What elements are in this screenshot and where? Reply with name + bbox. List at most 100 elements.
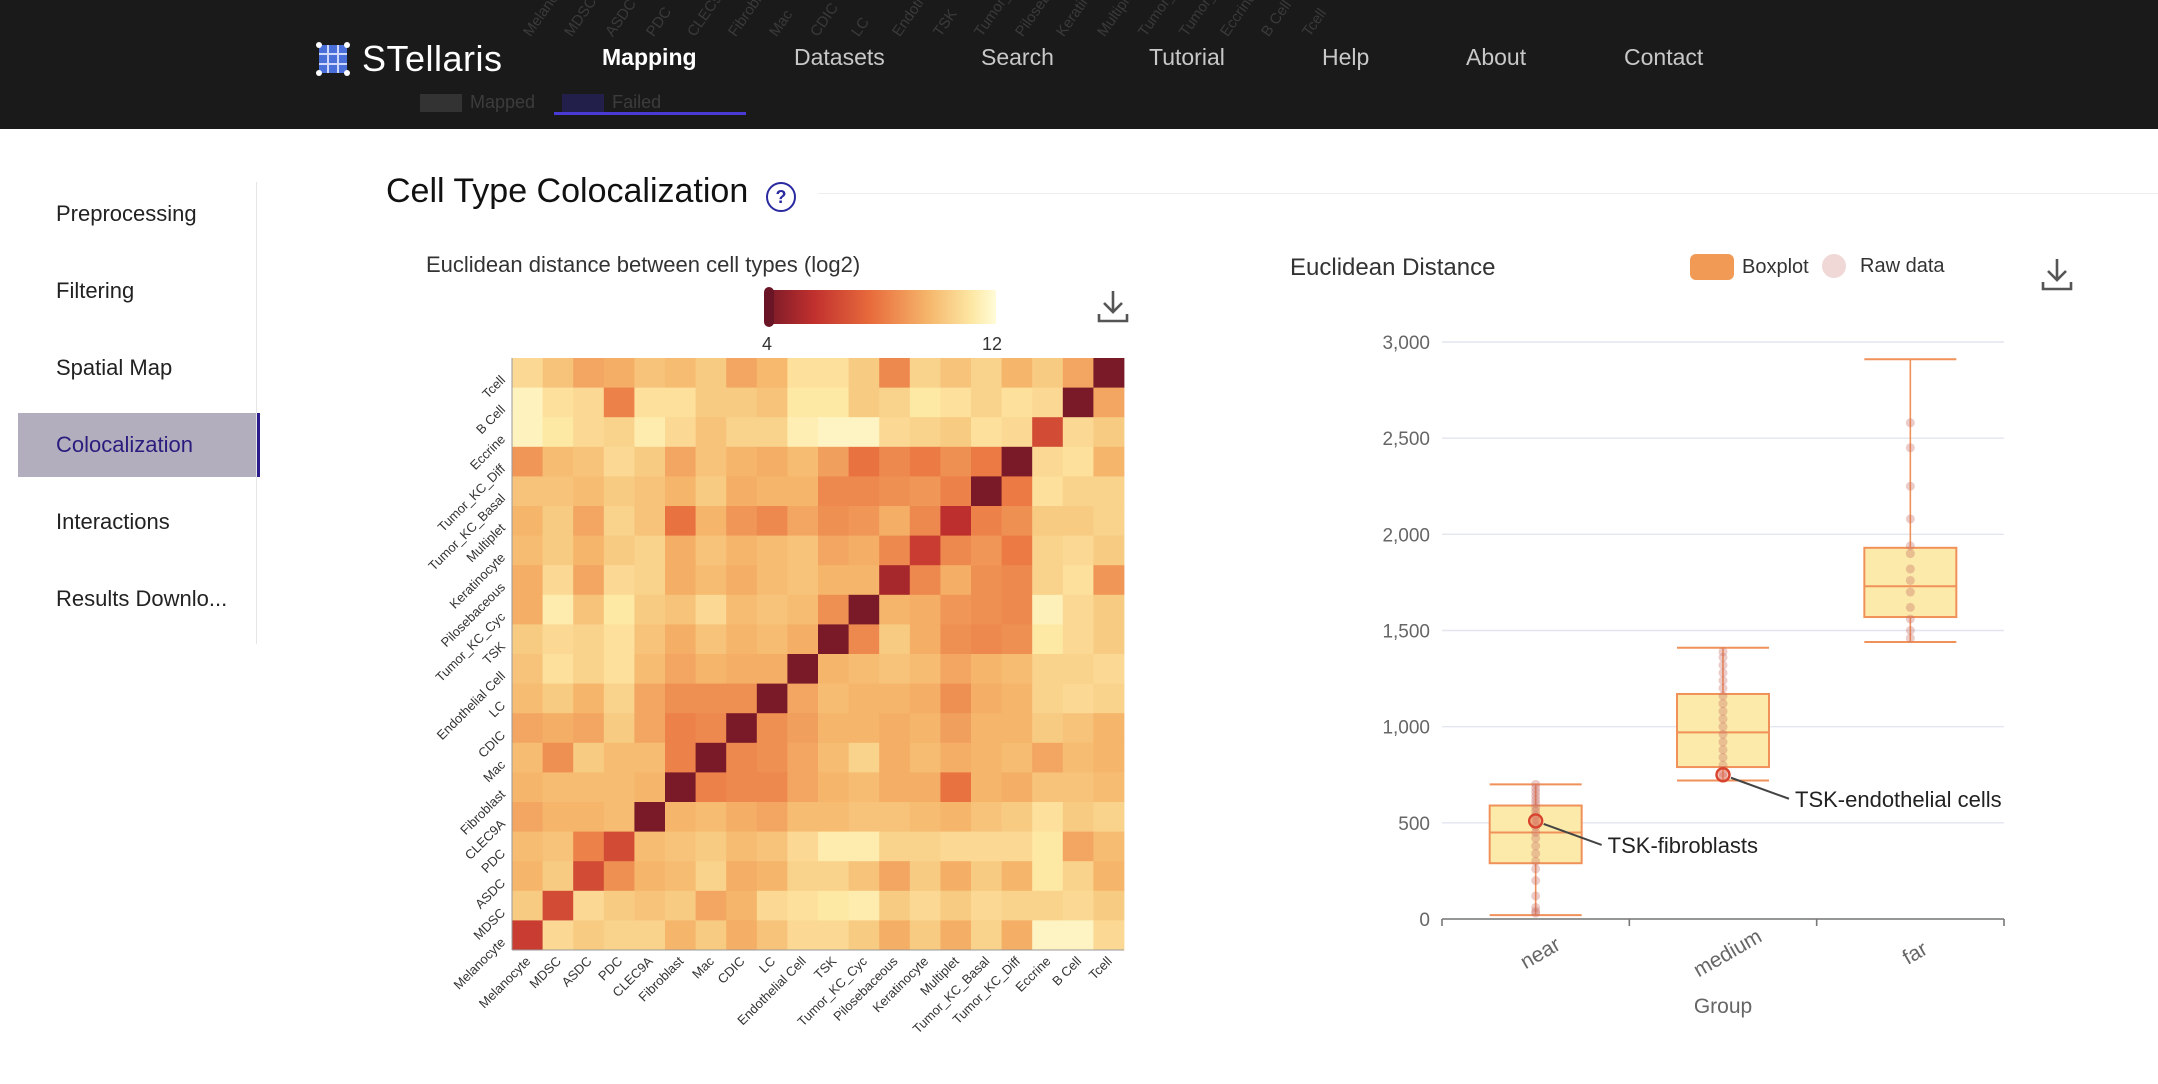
- heatmap-cell-lc-melanocyte: [512, 683, 543, 714]
- heatmap-cell-multiplet-eccrine: [1032, 506, 1064, 536]
- heatmap-cell-pdc-multiplet: [940, 831, 972, 862]
- heatmap-cell-mac-pilosebaceous: [879, 742, 911, 773]
- heatmap-cell-mdsc-multiplet: [940, 890, 972, 921]
- boxplot-box-medium: [1676, 692, 1770, 769]
- ghost-label-mac: Mac: [766, 6, 797, 40]
- heatmap-cell-cdic-eccrine: [1032, 713, 1064, 744]
- app-logo[interactable]: STellaris: [316, 38, 503, 80]
- heatmap-cell-melanocyte-lc: [756, 920, 788, 951]
- heatmap-cell-cdic-asdc: [573, 713, 605, 744]
- heatmap-cell-cdic-tumor-kc-basal: [971, 713, 1002, 744]
- heatmap-cell-multiplet-tsk: [818, 506, 849, 536]
- heatmap-cell-fibroblast-mdsc: [542, 772, 574, 803]
- legend-raw-data[interactable]: Raw data: [1822, 254, 1945, 278]
- heatmap-cell-tsk-clec9a: [634, 624, 666, 655]
- heatmap-cell-tumor-kc-cyc-mac: [695, 594, 727, 625]
- raw-point-medium-6: [1718, 729, 1728, 739]
- raw-point-medium-14: [1718, 668, 1728, 678]
- sidebar-item-interactions[interactable]: Interactions: [56, 509, 170, 534]
- help-icon[interactable]: ?: [766, 182, 796, 212]
- raw-point-medium-16: [1718, 652, 1728, 662]
- nav-about[interactable]: About: [1466, 44, 1527, 70]
- heatmap-cell-mdsc-tumor-kc-diff: [1001, 890, 1033, 921]
- heatmap-cell-tsk-tumor-kc-basal: [971, 624, 1002, 655]
- heatmap-cell-multiplet-mdsc: [542, 506, 574, 536]
- color-scale-handle[interactable]: [764, 287, 774, 327]
- nav-mapping[interactable]: Mapping: [602, 44, 697, 70]
- heatmap-cell-b-cell-b-cell: [1062, 387, 1094, 418]
- heatmap-cell-endothelial-cell-lc: [756, 654, 788, 684]
- heatmap-cell-clec9a-endothelial-cell: [787, 802, 819, 832]
- heatmap-cell-lc-multiplet: [940, 683, 972, 714]
- heatmap-cell-tumor-kc-diff-fibroblast: [665, 446, 696, 477]
- heatmap-download-icon[interactable]: [1096, 288, 1130, 324]
- nav-contact[interactable]: Contact: [1624, 44, 1704, 70]
- heatmap-cell-lc-tumor-kc-basal: [971, 683, 1002, 714]
- heatmap-cell-tumor-kc-diff-asdc: [573, 446, 605, 477]
- raw-point-medium-12: [1718, 683, 1728, 693]
- page-title: Cell Type Colocalization: [386, 172, 749, 210]
- heatmap-cell-tcell-clec9a: [634, 358, 666, 388]
- heatmap-cell-tcell-mdsc: [542, 358, 574, 388]
- sidebar-item-filtering[interactable]: Filtering: [56, 278, 135, 303]
- sidebar-item-preprocessing[interactable]: Preprocessing: [56, 201, 197, 226]
- boxplot-y-tick-0: 0: [1419, 910, 1430, 931]
- heatmap-cell-tcell-endothelial-cell: [787, 358, 819, 388]
- heatmap-cell-asdc-pdc: [603, 861, 635, 892]
- nav-help[interactable]: Help: [1322, 44, 1370, 70]
- heatmap-cell-melanocyte-mac: [695, 920, 727, 951]
- heatmap-cell-tsk-mdsc: [542, 624, 574, 655]
- heatmap-cell-mac-fibroblast: [665, 742, 696, 773]
- heatmap-cell-tsk-tumor-kc-diff: [1001, 624, 1033, 655]
- heatmap-x-label-asdc: ASDC: [558, 954, 594, 990]
- heatmap-cell-pilosebaceous-lc: [756, 565, 788, 596]
- heatmap-cell-fibroblast-endothelial-cell: [787, 772, 819, 803]
- heatmap-cell-tumor-kc-cyc-tumor-kc-diff: [1001, 594, 1033, 625]
- legend-raw-data-label: Raw data: [1860, 254, 1945, 277]
- heatmap-cell-tumor-kc-cyc-mdsc: [542, 594, 574, 625]
- heatmap-cell-b-cell-endothelial-cell: [787, 387, 819, 418]
- heatmap-cell-clec9a-melanocyte: [512, 802, 543, 832]
- sidebar-item-colocalization[interactable]: Colocalization: [18, 413, 260, 477]
- raw-point-far-2: [1905, 614, 1915, 624]
- raw-point-medium-2: [1718, 760, 1728, 770]
- legend-boxplot-label: Boxplot: [1742, 255, 1809, 278]
- raw-point-far-12: [1905, 418, 1915, 428]
- heatmap-cell-mac-asdc: [573, 742, 605, 773]
- heatmap-cell-multiplet-tumor-kc-cyc: [848, 506, 880, 536]
- ghost-label-fibroblast: Fibroblast: [725, 0, 777, 40]
- sidebar-item-results-download[interactable]: Results Downlo...: [56, 586, 228, 611]
- raw-point-medium-4: [1718, 745, 1728, 755]
- heatmap-cell-fibroblast-asdc: [573, 772, 605, 803]
- heatmap-cell-lc-pdc: [603, 683, 635, 714]
- raw-point-near-12: [1531, 818, 1541, 828]
- heatmap-cell-lc-lc: [756, 683, 788, 714]
- heatmap-cell-asdc-lc: [756, 861, 788, 892]
- heatmap-cell-keratinocyte-pilosebaceous: [879, 535, 911, 566]
- heatmap-cell-melanocyte-tcell: [1093, 920, 1125, 951]
- heatmap-cell-pdc-endothelial-cell: [787, 831, 819, 862]
- heatmap-cell-eccrine-pilosebaceous: [879, 417, 911, 448]
- legend-boxplot[interactable]: Boxplot: [1690, 254, 1809, 280]
- nav-search[interactable]: Search: [981, 44, 1054, 70]
- heatmap-cell-tsk-melanocyte: [512, 624, 543, 655]
- raw-point-near-7: [1531, 849, 1541, 859]
- heatmap-cell-mdsc-clec9a: [634, 890, 666, 921]
- heatmap-cell-melanocyte-tumor-kc-diff: [1001, 920, 1033, 951]
- heatmap-cell-clec9a-fibroblast: [665, 802, 696, 832]
- sidebar-item-spatial-map[interactable]: Spatial Map: [56, 355, 173, 380]
- heatmap-cell-mdsc-melanocyte: [512, 890, 543, 921]
- nav-datasets[interactable]: Datasets: [794, 44, 885, 70]
- heatmap-cell-tumor-kc-basal-lc: [756, 476, 788, 507]
- heatmap-cell-asdc-tumor-kc-diff: [1001, 861, 1033, 892]
- raw-point-near-9: [1531, 833, 1541, 843]
- heatmap-cell-eccrine-multiplet: [940, 417, 972, 448]
- heatmap-cell-tsk-tumor-kc-cyc: [848, 624, 880, 655]
- heatmap-cell-mac-clec9a: [634, 742, 666, 773]
- heatmap-cell-fibroblast-keratinocyte: [909, 772, 941, 803]
- heatmap-cell-b-cell-tumor-kc-cyc: [848, 387, 880, 418]
- heatmap-cell-b-cell-pilosebaceous: [879, 387, 911, 418]
- heatmap-cell-tumor-kc-diff-tcell: [1093, 446, 1125, 477]
- nav-tutorial[interactable]: Tutorial: [1149, 44, 1225, 70]
- boxplot-download-icon[interactable]: [2040, 256, 2074, 292]
